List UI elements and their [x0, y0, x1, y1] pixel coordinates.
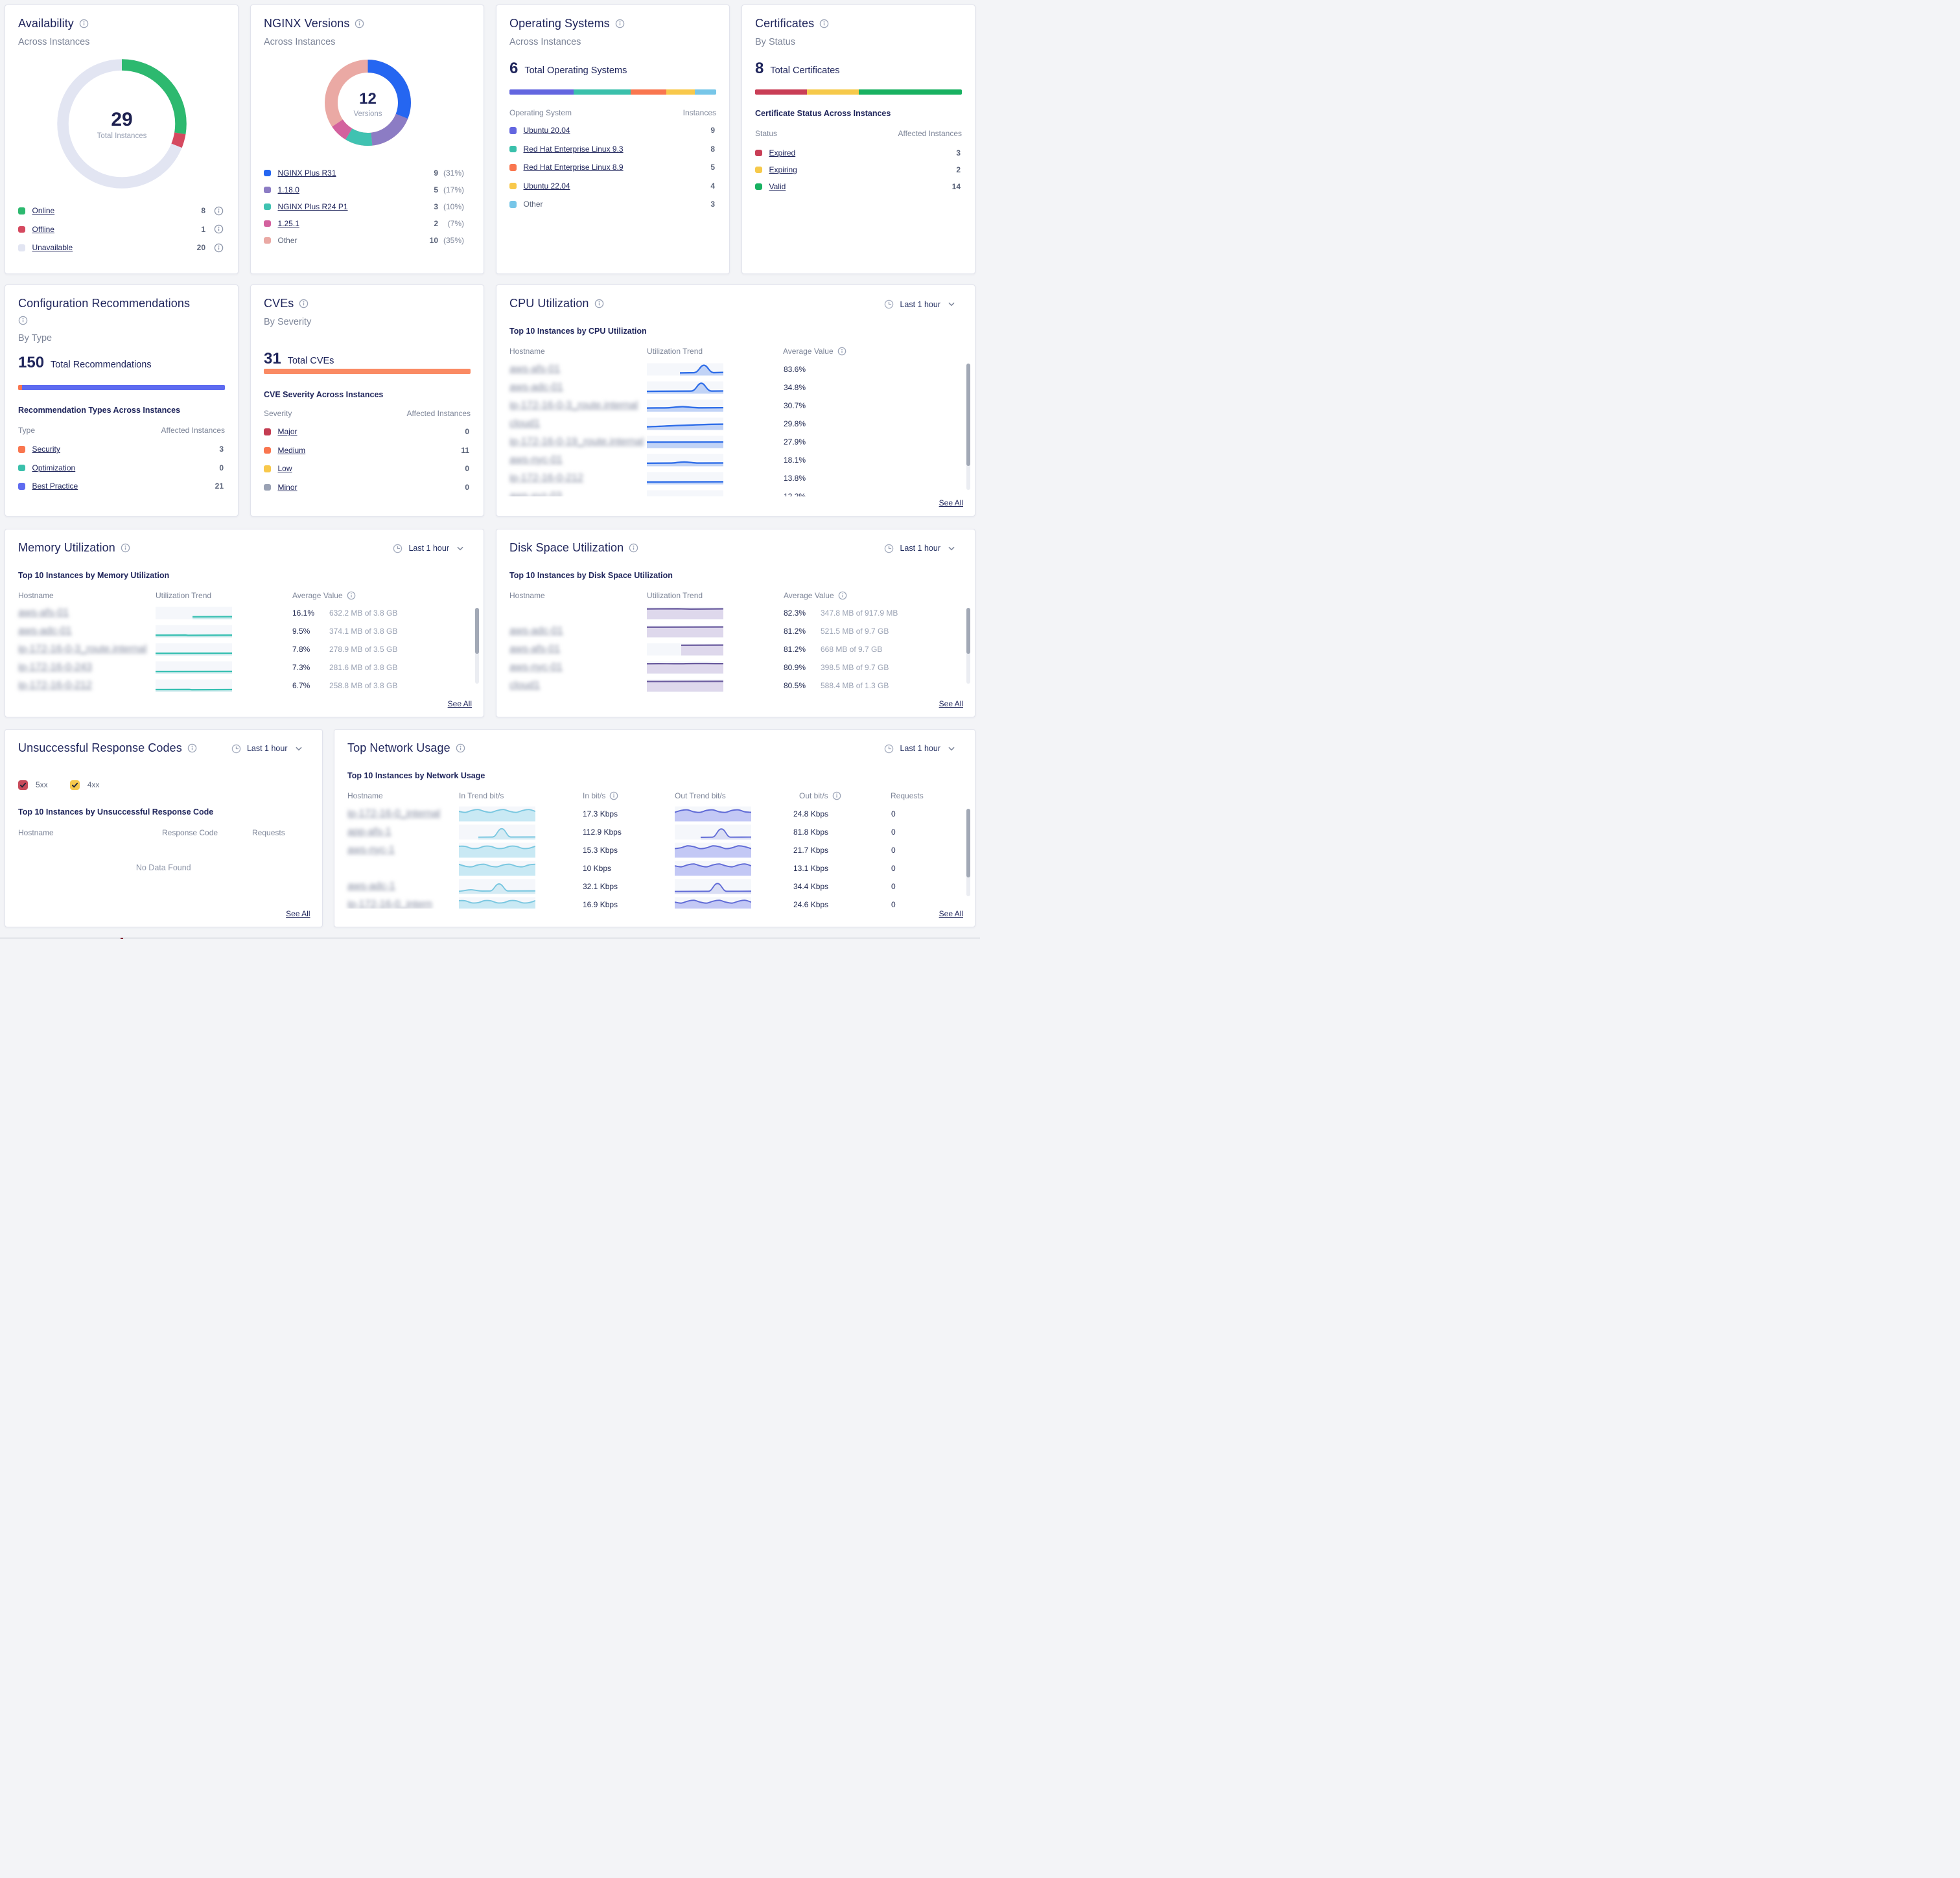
- svg-text:12: 12: [359, 90, 377, 108]
- svg-text:Total Instances: Total Instances: [97, 132, 147, 140]
- svg-text:29: 29: [111, 109, 132, 130]
- svg-text:Versions: Versions: [353, 110, 382, 118]
